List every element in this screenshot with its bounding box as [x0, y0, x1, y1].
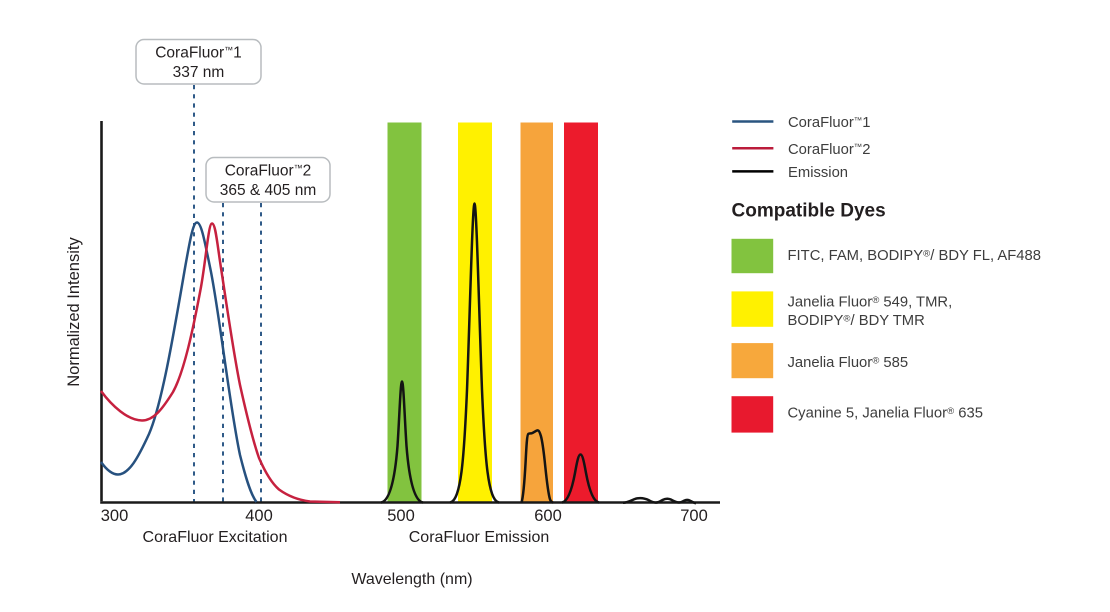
svg-text:CoraFluor Excitation: CoraFluor Excitation	[143, 529, 288, 546]
svg-text:CoraFluor™2: CoraFluor™2	[788, 142, 871, 158]
svg-text:700: 700	[680, 507, 708, 525]
svg-text:Janelia Fluor® 585: Janelia Fluor® 585	[788, 355, 909, 371]
svg-text:300: 300	[101, 507, 129, 525]
svg-text:Normalized Intensity: Normalized Intensity	[65, 237, 83, 387]
svg-text:500: 500	[387, 507, 415, 525]
svg-text:365 & 405 nm: 365 & 405 nm	[220, 182, 317, 199]
svg-text:CoraFluor Emission: CoraFluor Emission	[409, 529, 549, 546]
svg-text:600: 600	[534, 507, 562, 525]
svg-text:CoraFluor™1: CoraFluor™1	[155, 45, 242, 62]
svg-text:Emission: Emission	[788, 165, 848, 181]
svg-text:Janelia Fluor® 549, TMR,: Janelia Fluor® 549, TMR,	[788, 295, 953, 311]
svg-text:Cyanine 5, Janelia Fluor® 635: Cyanine 5, Janelia Fluor® 635	[788, 406, 983, 422]
svg-text:CoraFluor™2: CoraFluor™2	[225, 163, 312, 180]
svg-text:400: 400	[245, 507, 273, 525]
svg-text:CoraFluor™1: CoraFluor™1	[788, 115, 871, 131]
svg-text:Compatible Dyes: Compatible Dyes	[732, 201, 886, 222]
svg-text:FITC, FAM, BODIPY®/ BDY FL, AF: FITC, FAM, BODIPY®/ BDY FL, AF488	[788, 248, 1042, 264]
svg-text:BODIPY®/ BDY TMR: BODIPY®/ BDY TMR	[788, 313, 925, 329]
svg-text:337 nm: 337 nm	[173, 64, 225, 81]
svg-text:Wavelength (nm): Wavelength (nm)	[351, 571, 472, 588]
